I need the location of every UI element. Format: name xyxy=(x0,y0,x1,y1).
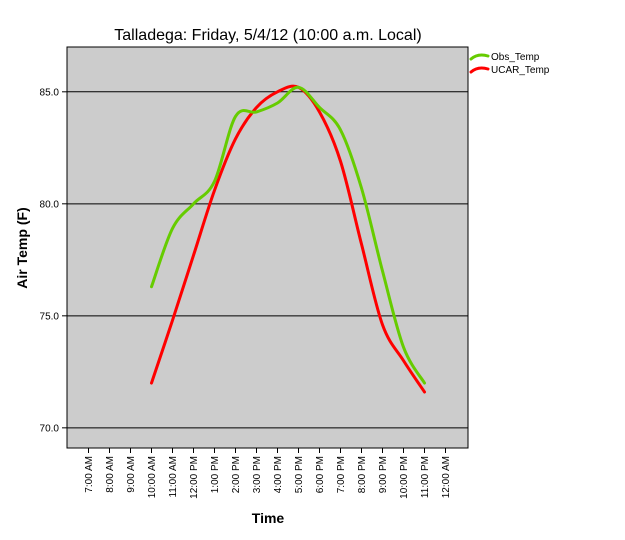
y-tick-label: 80.0 xyxy=(40,199,60,210)
x-tick-label: 4:00 PM xyxy=(273,456,284,493)
x-tick-label: 3:00 PM xyxy=(252,456,263,493)
series-line-obs-temp xyxy=(150,85,426,385)
x-tick-label: 12:00 PM xyxy=(189,456,200,499)
gridlines xyxy=(67,91,468,429)
x-tick-label: 5:00 PM xyxy=(294,456,305,493)
series-layer xyxy=(150,84,426,394)
legend-item: Obs_Temp xyxy=(469,52,540,63)
x-tick-label: 7:00 AM xyxy=(84,456,95,493)
y-tick-label: 85.0 xyxy=(40,87,60,98)
x-tick-label: 8:00 AM xyxy=(105,456,116,493)
series-line-ucar-temp xyxy=(150,84,426,394)
x-tick-label: 9:00 PM xyxy=(378,456,389,493)
x-tick-label: 12:00 AM xyxy=(441,456,452,498)
y-tick-label: 75.0 xyxy=(40,311,60,322)
x-tick-label: 7:00 PM xyxy=(336,456,347,493)
x-tick-label: 10:00 PM xyxy=(399,456,410,499)
x-tick-label: 6:00 PM xyxy=(315,456,326,493)
legend-swatch xyxy=(469,53,490,61)
legend-label: UCAR_Temp xyxy=(491,65,550,76)
x-axis-title: Time xyxy=(252,510,285,526)
x-tick-label: 8:00 PM xyxy=(357,456,368,493)
legend-item: UCAR_Temp xyxy=(469,65,550,76)
y-axis: 70.0 75.0 80.0 85.0 xyxy=(40,87,67,434)
x-tick-label: 11:00 AM xyxy=(168,456,179,498)
x-tick-label: 9:00 AM xyxy=(126,456,137,493)
x-tick-label: 11:00 PM xyxy=(420,456,431,498)
legend: Obs_Temp UCAR_Temp xyxy=(469,52,550,76)
chart-title: Talladega: Friday, 5/4/12 (10:00 a.m. Lo… xyxy=(114,27,421,44)
x-axis: 7:00 AM 8:00 AM 9:00 AM 10:00 AM 11:00 AM 12:… xyxy=(84,448,452,499)
plot-area xyxy=(66,46,469,449)
y-axis-title: Air Temp (F) xyxy=(14,207,30,288)
x-tick-label: 10:00 AM xyxy=(147,456,158,498)
legend-label: Obs_Temp xyxy=(491,52,540,63)
x-tick-label: 2:00 PM xyxy=(231,456,242,493)
x-tick-label: 1:00 PM xyxy=(210,456,221,493)
legend-swatch xyxy=(469,66,490,74)
y-tick-label: 70.0 xyxy=(40,423,60,434)
